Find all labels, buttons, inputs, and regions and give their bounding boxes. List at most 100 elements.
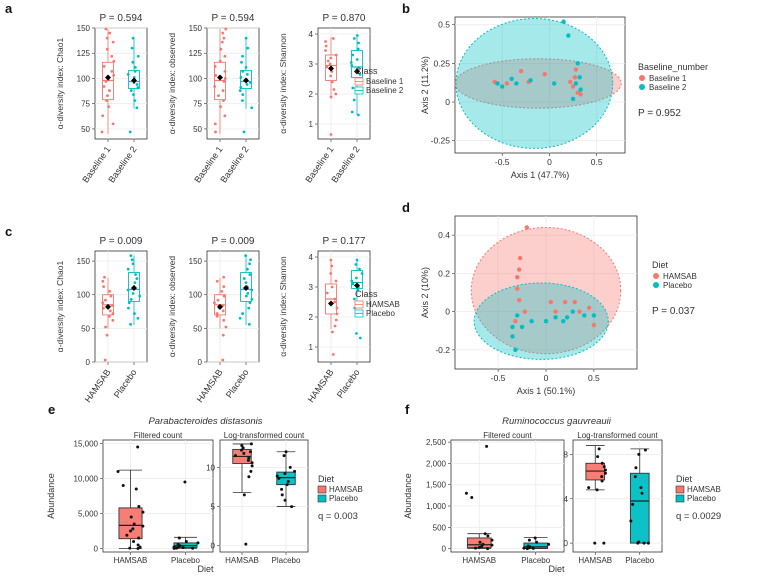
x-group-label: HAMSAB	[114, 556, 148, 565]
legend-title: Diet	[652, 260, 669, 270]
data-point	[351, 86, 355, 90]
data-point	[603, 471, 607, 475]
data-point	[219, 47, 223, 51]
legend-swatch	[639, 75, 645, 81]
y-tick-label: 1	[309, 343, 314, 352]
data-point	[600, 461, 604, 465]
data-point	[637, 452, 641, 456]
mean-marker	[217, 303, 223, 310]
data-point	[136, 445, 140, 449]
data-point	[212, 301, 216, 305]
data-point	[591, 313, 597, 318]
data-point	[333, 324, 337, 328]
data-point	[522, 309, 528, 314]
data-point	[354, 263, 358, 266]
data-point	[219, 105, 222, 109]
data-point	[244, 542, 248, 546]
data-point	[356, 47, 360, 51]
data-point	[249, 81, 252, 84]
data-point	[141, 510, 145, 514]
data-point	[286, 480, 290, 484]
data-point	[325, 291, 329, 295]
data-point	[561, 318, 566, 324]
y-tick-label: 100	[77, 74, 91, 83]
data-point	[105, 99, 108, 103]
y-tick-label: 15,000	[74, 440, 99, 449]
mean-marker	[131, 77, 137, 84]
data-point	[543, 318, 549, 324]
data-point	[566, 33, 571, 38]
y-axis-label: α-diversity index: Chao1	[55, 38, 65, 130]
data-point	[280, 487, 284, 491]
data-point	[485, 444, 489, 448]
y-tick-label: 75	[193, 100, 202, 109]
q-value-label: q = 0.003	[318, 511, 358, 522]
data-point	[350, 64, 354, 67]
data-point	[643, 448, 647, 452]
data-point	[329, 95, 333, 99]
data-point	[464, 491, 468, 495]
data-point	[355, 332, 358, 335]
legend-title: Diet	[676, 474, 693, 484]
mean-marker	[243, 285, 249, 291]
data-point	[250, 298, 254, 301]
data-point	[573, 81, 579, 86]
data-point	[105, 333, 109, 337]
facet-subtitle: Log-transformed count	[224, 431, 305, 440]
data-point	[133, 65, 137, 69]
y-axis-label: Abundance	[46, 473, 56, 519]
mean-marker	[354, 282, 360, 289]
y-tick-label: 100	[189, 74, 203, 83]
data-point	[478, 540, 482, 544]
data-point	[224, 325, 228, 329]
data-point	[191, 546, 195, 550]
data-point	[355, 258, 359, 262]
data-point	[222, 80, 226, 83]
data-point	[129, 298, 133, 301]
data-point	[284, 450, 288, 454]
data-point	[242, 130, 246, 134]
data-point	[102, 306, 105, 310]
data-point	[593, 541, 597, 545]
data-point	[137, 536, 141, 540]
data-point	[129, 89, 133, 92]
legend-title: Diet	[318, 474, 335, 484]
data-point	[325, 65, 329, 69]
data-point	[516, 267, 522, 272]
data-point	[483, 532, 487, 536]
y-tick-label: 2	[309, 90, 314, 99]
data-point	[108, 89, 111, 92]
data-point	[246, 458, 250, 462]
panel-label: a	[5, 1, 13, 16]
chart-title: Ruminococcus gauvreauii	[502, 416, 612, 427]
data-point	[481, 542, 485, 546]
data-point	[352, 37, 356, 40]
x-group-label: HAMSAB	[462, 556, 496, 565]
data-point	[275, 474, 279, 478]
data-point	[111, 122, 115, 126]
data-point	[184, 540, 188, 543]
data-point	[245, 83, 249, 86]
data-point	[241, 93, 245, 96]
data-point	[196, 541, 200, 545]
y-axis-label: α-diversity index: observed	[167, 33, 177, 135]
data-point	[514, 81, 519, 86]
data-point	[240, 448, 244, 452]
data-point	[529, 318, 534, 324]
y-axis-label: α-diversity index: Shannon	[278, 33, 288, 134]
data-point	[246, 267, 249, 271]
x-axis-label: Diet	[197, 564, 214, 574]
data-point	[138, 294, 142, 298]
mean-marker	[105, 303, 111, 310]
data-point	[128, 546, 132, 550]
panel-label: e	[48, 402, 55, 417]
x-group-label: HAMSAB	[83, 367, 113, 404]
y-axis-label: α-diversity index: observed	[167, 256, 177, 358]
x-axis-label: Axis 1 (47.7%)	[511, 170, 570, 180]
data-point	[242, 277, 246, 280]
data-point	[107, 105, 111, 109]
